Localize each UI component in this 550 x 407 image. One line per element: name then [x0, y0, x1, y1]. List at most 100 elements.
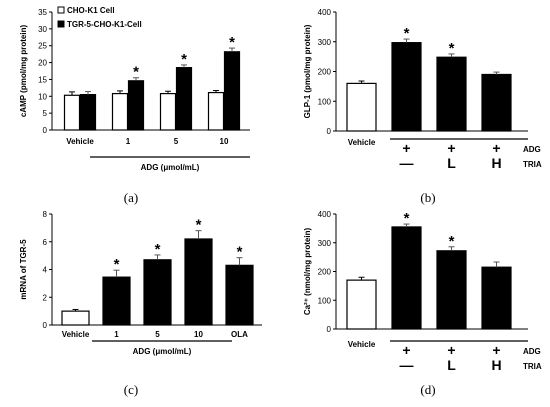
bar [436, 250, 467, 330]
legend-label: CHO-K1 Cell [67, 6, 115, 15]
category-label: Vehicle [62, 330, 90, 339]
category-label: Vehicle [348, 138, 376, 147]
y-tick-label: 400 [318, 210, 332, 219]
treatment-value: + [492, 342, 500, 358]
bar [481, 266, 512, 330]
bar [102, 276, 131, 326]
legend-swatch [57, 20, 65, 28]
treatment-row-label: ADG [523, 145, 541, 154]
y-axis-label: cAMP (pmol/mg protein) [19, 25, 28, 118]
treatment-row-label: TRIA [523, 362, 542, 371]
treatment-row-label: ADG [523, 347, 541, 356]
y-tick-label: 5 [43, 109, 48, 118]
bar [184, 238, 213, 326]
significance-star: * [404, 25, 410, 42]
y-tick-label: 6 [43, 238, 48, 247]
category-label: 10 [194, 330, 203, 339]
panel-d: 0 100 200 300 400 Ca²⁺ (nmol/mg protein) Vehic… [303, 210, 542, 397]
significance-star: * [155, 241, 161, 258]
y-tick-label: 200 [318, 268, 332, 277]
y-tick-label: 300 [318, 38, 332, 47]
significance-star: * [237, 244, 243, 261]
y-tick-label: 8 [43, 210, 48, 219]
significance-star: * [449, 233, 455, 250]
bar [175, 67, 193, 131]
panel-c: 0 2 4 6 8 mRNA of TGR-5 Vehicle * 1 * 5 * 10 * OLA ADG … [19, 210, 262, 397]
treatment-value: H [491, 155, 501, 171]
bar [207, 91, 225, 131]
y-tick-label: 2 [43, 293, 48, 302]
panel-b: 0 100 200 300 400 GLP-1 (pmol/mg protein) Vehi… [303, 8, 542, 205]
significance-star: * [196, 217, 202, 234]
category-label: 5 [174, 137, 179, 146]
bar [346, 279, 377, 330]
treatment-value: — [400, 155, 414, 171]
treatment-value: + [402, 140, 410, 156]
bar [61, 310, 90, 326]
bar [79, 93, 97, 131]
y-tick-label: 35 [38, 8, 47, 17]
y-tick-label: 400 [318, 8, 332, 17]
panel-caption: (a) [124, 190, 138, 205]
x-axis-label: ADG (μmol/mL) [133, 347, 192, 356]
panel-a: 0 5 10 15 20 25 30 35 cAMP (pmol/mg protein) Vehi… [19, 6, 250, 205]
category-label: Vehicle [348, 340, 376, 349]
bar [223, 51, 241, 131]
bar [391, 226, 422, 330]
significance-star: * [229, 34, 235, 51]
y-tick-label: 200 [318, 68, 332, 77]
bar [111, 92, 129, 131]
y-tick-label: 20 [38, 59, 47, 68]
significance-star: * [181, 51, 187, 68]
category-label: OLA [231, 330, 248, 339]
y-tick-label: 15 [38, 75, 47, 84]
y-tick-label: 0 [43, 321, 48, 330]
treatment-value: L [447, 155, 456, 171]
y-axis-label: GLP-1 (pmol/mg protein) [303, 24, 312, 118]
x-axis-label: ADG (μmol/mL) [141, 163, 200, 172]
treatment-value: + [447, 342, 455, 358]
y-tick-label: 0 [327, 127, 332, 136]
treatment-value: L [447, 357, 456, 373]
bar [391, 42, 422, 132]
category-label: 5 [155, 330, 160, 339]
y-tick-label: 100 [318, 296, 332, 305]
category-label: 1 [114, 330, 119, 339]
bar [159, 92, 177, 131]
bar [127, 80, 145, 131]
treatment-value: + [402, 342, 410, 358]
panel-caption: (d) [420, 382, 435, 397]
y-tick-label: 25 [38, 42, 47, 51]
treatment-value: + [492, 140, 500, 156]
treatment-value: + [447, 140, 455, 156]
bar [346, 82, 377, 132]
y-tick-label: 4 [43, 266, 48, 275]
y-axis-label: mRNA of TGR-5 [19, 239, 28, 300]
y-tick-label: 30 [38, 25, 47, 34]
bar [143, 259, 172, 326]
y-tick-label: 0 [327, 325, 332, 334]
y-tick-label: 300 [318, 239, 332, 248]
panel-caption: (c) [124, 382, 138, 397]
treatment-row-label: TRIA [523, 160, 542, 169]
significance-star: * [404, 210, 410, 227]
y-axis-label: Ca²⁺ (nmol/mg protein) [303, 228, 312, 316]
treatment-value: H [491, 357, 501, 373]
bar [481, 73, 512, 132]
bar [63, 94, 81, 131]
y-tick-label: 100 [318, 97, 332, 106]
panel-caption: (b) [420, 190, 435, 205]
treatment-value: — [400, 357, 414, 373]
category-label: Vehicle [66, 137, 94, 146]
bar [436, 56, 467, 132]
bar [225, 264, 254, 326]
significance-star: * [114, 256, 120, 273]
significance-star: * [449, 40, 455, 57]
y-tick-label: 0 [43, 126, 48, 135]
legend-label: TGR-5-CHO-K1-Cell [67, 20, 142, 29]
legend-swatch [57, 6, 65, 14]
y-tick-label: 10 [38, 92, 47, 101]
significance-star: * [133, 64, 139, 81]
category-label: 10 [220, 137, 229, 146]
